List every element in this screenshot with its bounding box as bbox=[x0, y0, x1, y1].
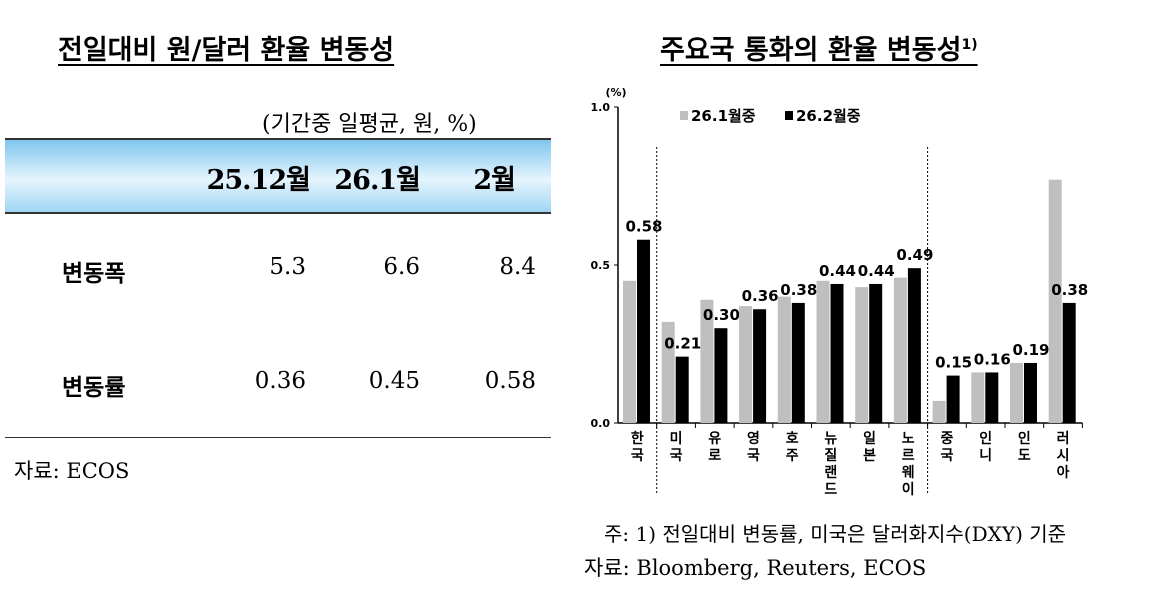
category-label: 도 bbox=[1018, 448, 1031, 464]
category-label: 니 bbox=[979, 448, 992, 464]
bar-feb bbox=[830, 283, 844, 423]
title-footnote-mark: 1) bbox=[961, 37, 978, 53]
data-label: 0.49 bbox=[896, 246, 933, 264]
category-label: 웨 bbox=[902, 465, 915, 481]
bar-feb bbox=[946, 375, 960, 423]
row-label: 변동률 bbox=[62, 375, 126, 401]
category-label: 주 bbox=[786, 448, 799, 464]
bar-feb bbox=[753, 309, 767, 423]
bar-jan bbox=[932, 400, 946, 423]
data-label: 0.58 bbox=[625, 218, 662, 236]
category-label: 르 bbox=[902, 448, 915, 464]
category-label: 이 bbox=[902, 481, 915, 498]
col-header: 2월 bbox=[473, 165, 516, 196]
category-label: 국 bbox=[631, 448, 644, 464]
category-label: 중 bbox=[941, 431, 954, 447]
bar-jan bbox=[816, 280, 830, 423]
category-label: 유 bbox=[708, 431, 721, 447]
data-label: 0.16 bbox=[974, 350, 1011, 368]
cell: 0.58 bbox=[484, 368, 536, 394]
bar-feb bbox=[985, 372, 999, 423]
category-label: 아 bbox=[1057, 464, 1070, 481]
category-label: 국 bbox=[747, 448, 760, 464]
bar-jan bbox=[661, 321, 675, 423]
bar-jan bbox=[623, 280, 636, 423]
data-label: 0.21 bbox=[664, 335, 701, 353]
category-label: 국 bbox=[941, 448, 954, 464]
cell: 6.6 bbox=[383, 254, 420, 280]
bar-jan bbox=[855, 287, 869, 423]
bar-jan bbox=[1048, 179, 1062, 423]
table-title: 전일대비 원/달러 환율 변동성 bbox=[58, 35, 395, 66]
y-tick-label: 0.5 bbox=[591, 259, 611, 272]
legend-swatch bbox=[785, 111, 793, 120]
category-label: 노 bbox=[902, 431, 915, 447]
col-header: 25.12월 bbox=[206, 165, 311, 196]
bar-jan bbox=[1010, 362, 1023, 423]
category-label: 질 bbox=[824, 448, 837, 464]
category-label: 뉴 bbox=[824, 431, 837, 447]
bar-jan bbox=[971, 372, 985, 423]
category-label: 로 bbox=[708, 448, 721, 464]
category-label: 랜 bbox=[824, 464, 837, 481]
chart-title-text: 주요국 통화의 환율 변동성 bbox=[660, 35, 962, 66]
bar-jan bbox=[893, 277, 907, 423]
category-label: 국 bbox=[670, 448, 683, 464]
bar-jan bbox=[777, 296, 791, 423]
row-label: 변동폭 bbox=[62, 261, 126, 287]
cell: 0.45 bbox=[368, 368, 420, 394]
data-label: 0.15 bbox=[935, 354, 972, 372]
category-label: 호 bbox=[786, 431, 799, 447]
y-axis-label: (%) bbox=[605, 86, 626, 99]
y-tick-label: 0.0 bbox=[591, 417, 611, 430]
legend-label: 26.1월중 bbox=[691, 107, 756, 125]
y-tick-label: 1.0 bbox=[591, 101, 611, 114]
data-label: 0.38 bbox=[780, 281, 817, 299]
cell: 5.3 bbox=[269, 254, 306, 280]
bar-feb bbox=[869, 283, 883, 423]
bar-feb bbox=[791, 302, 805, 423]
cell: 8.4 bbox=[499, 254, 536, 280]
bar-jan bbox=[700, 299, 714, 423]
bar-feb bbox=[637, 239, 650, 423]
col-header: 26.1월 bbox=[334, 165, 421, 196]
category-label: 드 bbox=[824, 482, 837, 498]
category-label: 인 bbox=[1018, 430, 1031, 447]
category-label: 본 bbox=[863, 448, 876, 464]
table-bottom-rule bbox=[5, 437, 551, 438]
data-label: 0.38 bbox=[1051, 281, 1088, 299]
category-label: 러 bbox=[1057, 431, 1070, 447]
right-source: 자료: Bloomberg, Reuters, ECOS bbox=[584, 556, 927, 580]
bar-feb bbox=[675, 356, 689, 423]
data-label: 0.44 bbox=[858, 262, 895, 280]
bar-feb bbox=[1062, 302, 1076, 423]
category-label: 일 bbox=[863, 431, 876, 447]
data-label: 0.44 bbox=[819, 262, 856, 280]
category-label: 영 bbox=[747, 430, 760, 447]
category-label: 시 bbox=[1057, 448, 1070, 464]
bar-feb bbox=[714, 328, 728, 423]
bar-chart: 0.00.51.0(%)한국0.58미국0.21유로0.30영국0.36호주0.… bbox=[591, 86, 1089, 498]
table-header bbox=[5, 138, 551, 214]
left-source: 자료: ECOS bbox=[14, 459, 130, 483]
data-label: 0.19 bbox=[1012, 341, 1049, 359]
bar-feb bbox=[907, 268, 921, 423]
chart-title: 주요국 통화의 환율 변동성1) bbox=[660, 28, 978, 67]
legend-swatch bbox=[680, 111, 688, 120]
legend-label: 26.2월중 bbox=[796, 107, 861, 125]
data-label: 0.30 bbox=[703, 306, 740, 324]
bar-feb bbox=[1024, 362, 1037, 423]
category-label: 미 bbox=[670, 431, 683, 447]
category-label: 인 bbox=[979, 430, 992, 447]
cell: 0.36 bbox=[254, 368, 306, 394]
category-label: 한 bbox=[631, 431, 644, 447]
bar-jan bbox=[739, 306, 753, 423]
chart-note: 주: 1) 전일대비 변동률, 미국은 달러화지수(DXY) 기준 bbox=[604, 522, 1067, 546]
data-label: 0.36 bbox=[742, 287, 779, 305]
unit-note: (기간중 일평균, 원, %) bbox=[262, 112, 477, 137]
